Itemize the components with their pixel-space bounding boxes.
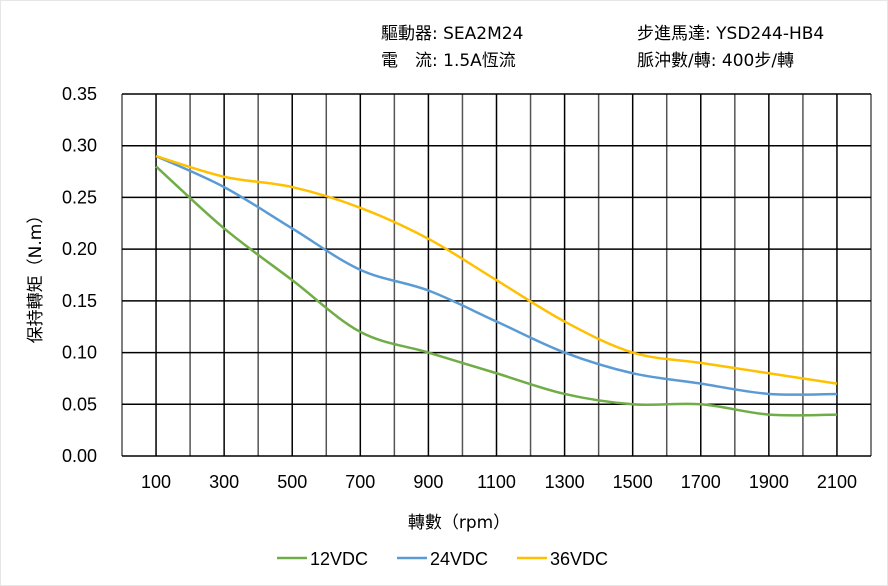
pulse-info: 脈沖數/轉: 400步/轉	[637, 46, 794, 71]
x-tick-label: 1100	[477, 472, 516, 492]
x-tick-label: 100	[141, 472, 171, 492]
series-line-36VDC	[155, 154, 838, 385]
driver-value: SEA2M24	[443, 24, 524, 44]
motor-info: 步進馬達: YSD244-HB4	[637, 19, 824, 44]
legend-label: 24VDC	[430, 549, 488, 569]
x-tick-label: 300	[209, 472, 239, 492]
y-tick-label: 0.20	[62, 239, 97, 259]
x-tick-label: 700	[345, 472, 375, 492]
current-value: 1.5A恆流	[443, 51, 516, 71]
driver-info: 驅動器: SEA2M24	[381, 19, 523, 44]
driver-label: 驅動器:	[381, 24, 438, 44]
x-tick-label: 900	[413, 472, 443, 492]
pulse-value: 400步/轉	[721, 51, 795, 71]
y-tick-label: 0.15	[62, 291, 97, 311]
legend-label: 36VDC	[550, 549, 608, 569]
series-line-24VDC	[155, 154, 837, 396]
x-tick-label: 1500	[613, 472, 653, 492]
motor-value: YSD244-HB4	[716, 24, 825, 44]
x-tick-label: 2100	[817, 472, 857, 492]
motor-label: 步進馬達:	[637, 24, 711, 44]
x-tick-label: 1700	[681, 472, 721, 492]
legend-label: 12VDC	[310, 549, 368, 569]
y-tick-label: 0.30	[62, 136, 97, 156]
y-tick-label: 0.35	[62, 84, 97, 104]
y-axis-label: 保持轉矩（N.m）	[26, 207, 46, 344]
current-label: 電 流:	[381, 51, 438, 71]
x-tick-label: 1900	[749, 472, 789, 492]
pulse-label: 脈沖數/轉:	[637, 51, 717, 71]
series-line-12VDC	[155, 165, 837, 417]
current-info: 電 流: 1.5A恆流	[381, 46, 516, 71]
y-tick-label: 0.25	[62, 187, 97, 207]
y-tick-label: 0.00	[62, 446, 97, 466]
y-tick-label: 0.10	[62, 343, 97, 363]
y-tick-label: 0.05	[62, 394, 97, 414]
x-axis-label: 轉數（rpm）	[408, 513, 510, 533]
x-tick-label: 1300	[545, 472, 585, 492]
x-tick-label: 500	[277, 472, 307, 492]
